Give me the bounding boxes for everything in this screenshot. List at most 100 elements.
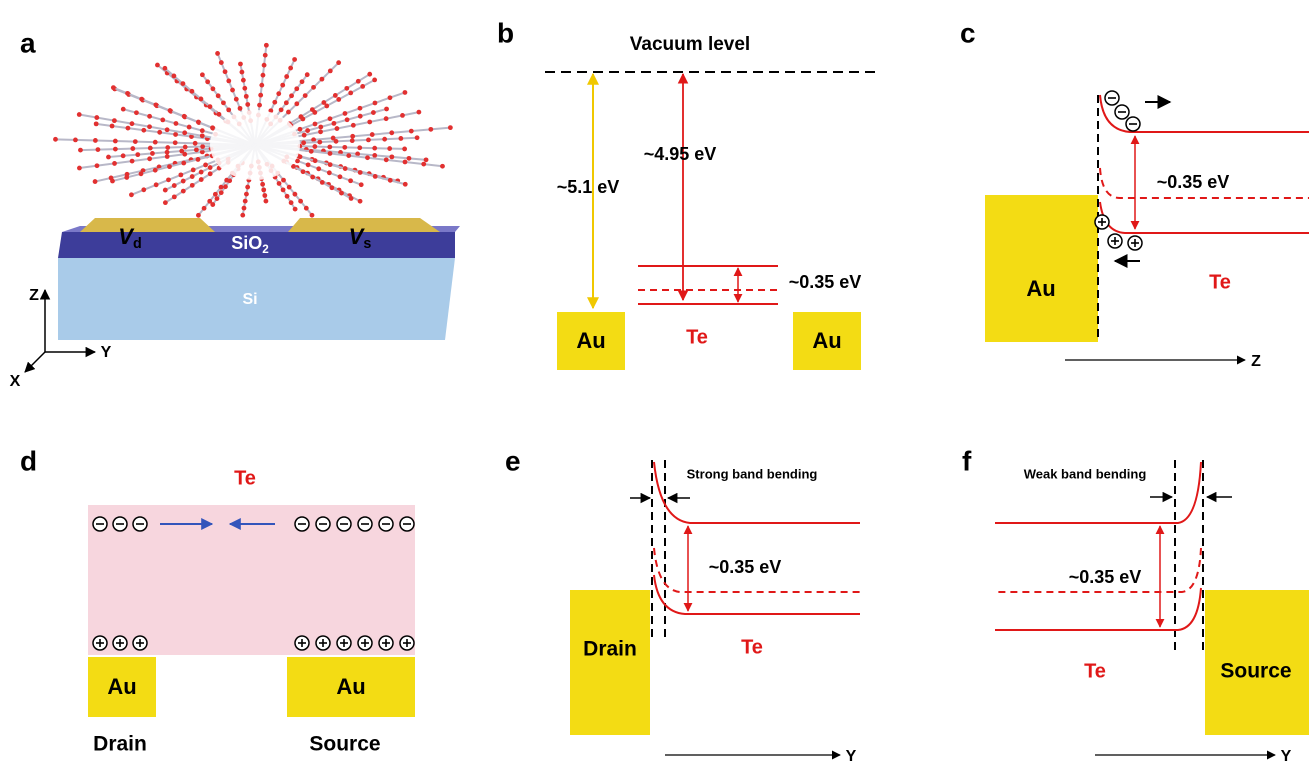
atom [207,199,212,204]
atom [215,51,220,56]
atom [187,125,192,130]
atom [348,91,353,96]
atom [219,60,224,65]
atom [112,161,117,166]
atom [196,120,201,125]
atom [193,141,198,146]
atom [312,144,317,149]
panel-label: f [962,445,972,476]
atom [141,187,146,192]
atom [288,66,293,71]
atom [384,107,389,112]
atom [358,106,363,111]
atom [181,81,186,86]
atom [350,134,355,139]
atom [289,200,294,205]
atom [121,107,126,112]
cluster-core [210,110,300,180]
atom [415,135,420,140]
atom [360,84,365,89]
atom [373,101,378,106]
atom [112,118,117,123]
atom [345,117,350,122]
atom [384,116,389,121]
atom [190,183,195,188]
metal-label: Source [1220,660,1291,683]
atom [133,139,138,144]
atom [294,86,299,91]
atom [342,145,347,150]
atom [280,83,285,88]
atom [289,93,294,98]
atom [153,102,158,107]
atom [165,154,170,159]
atom [168,108,173,113]
atom [199,170,204,175]
atom [200,128,205,133]
atom [367,72,372,77]
atom [244,94,249,99]
axis-label: Z [29,287,39,304]
atom [141,128,146,133]
subscript: 2 [262,243,269,256]
atom [147,114,152,119]
atom [293,207,298,212]
metal-label: Au [576,328,605,353]
atom [224,178,229,183]
atom [351,123,356,128]
atom [260,182,265,187]
contact-label: Source [309,733,380,756]
atom [183,145,188,150]
atom [242,206,247,211]
atom [173,140,178,145]
atom [210,125,215,130]
atom [147,156,152,161]
atom [153,140,158,145]
atom [389,154,394,159]
metal-label: Au [107,674,136,699]
atom [389,130,394,135]
semiconductor-label: Te [686,326,708,348]
atom [277,181,282,186]
atom [346,153,351,158]
atom [226,107,231,112]
atom [200,72,205,77]
atom [191,167,196,172]
atom [240,213,245,218]
semiconductor-label: Te [1209,271,1231,293]
atom [302,133,307,138]
atom [139,171,144,176]
panel-title: Strong band bending [687,466,818,481]
atom [264,199,269,204]
atom [213,192,218,197]
atom [293,192,298,197]
atom [311,85,316,90]
atom [407,156,412,161]
valence-band [1100,202,1309,233]
atom [153,168,158,173]
atom [113,139,118,144]
atom [163,188,168,193]
atom [336,60,341,65]
atom [387,146,392,151]
axis-label: Y [1281,748,1292,765]
atom [190,174,195,179]
atom [238,62,243,67]
atom [318,129,323,134]
atom [349,196,354,201]
atom [440,164,445,169]
atom [309,149,314,154]
atom [135,152,140,157]
atom [172,183,177,188]
atom [205,79,210,84]
atom [306,162,311,167]
atom [358,199,363,204]
atom [313,122,318,127]
atom [219,185,224,190]
contact-label: Drain [93,733,147,756]
atom [303,93,308,98]
atom [53,137,58,142]
atom [163,66,168,71]
atom [343,166,348,171]
atom [94,121,99,126]
